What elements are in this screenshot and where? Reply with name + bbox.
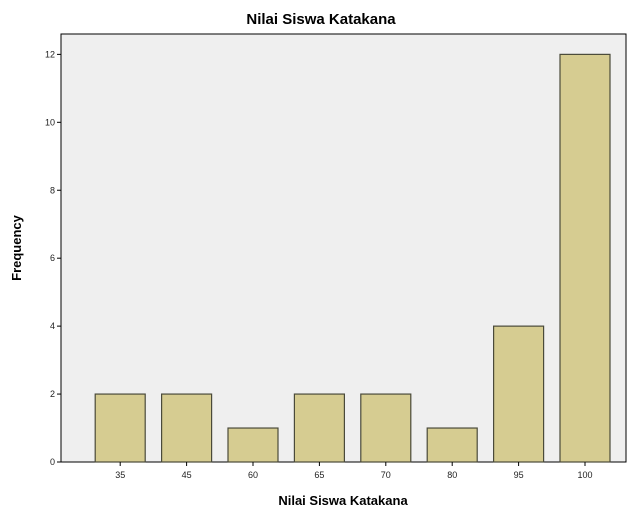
bar-80: [426, 427, 478, 463]
y-tick-label: 4: [50, 321, 55, 331]
x-tick-label: 35: [115, 470, 125, 480]
y-axis-title: Frequency: [9, 214, 24, 281]
bar-45: [161, 393, 213, 463]
x-tick-label: 100: [577, 470, 592, 480]
chart-title: Nilai Siswa Katakana: [246, 11, 396, 28]
bar-35: [94, 393, 146, 463]
bars-group: [94, 53, 611, 463]
x-axis: 35 45 60 65 70 80 95 100: [115, 462, 593, 480]
x-tick-label: 65: [314, 470, 324, 480]
x-tick-label: 80: [447, 470, 457, 480]
x-tick-label: 95: [514, 470, 524, 480]
bar-65: [293, 393, 345, 463]
y-tick-label: 2: [50, 389, 55, 399]
y-tick-label: 8: [50, 185, 55, 195]
bar-100: [559, 53, 611, 463]
bar-95: [493, 325, 545, 463]
y-tick-label: 6: [50, 253, 55, 263]
y-tick-label: 10: [45, 117, 55, 127]
x-tick-label: 60: [248, 470, 258, 480]
y-tick-label: 0: [50, 457, 55, 467]
y-axis: 0 2 4 6 8 10 12: [45, 49, 61, 467]
x-tick-label: 45: [182, 470, 192, 480]
y-tick-label: 12: [45, 49, 55, 59]
x-axis-title: Nilai Siswa Katakana: [278, 493, 408, 508]
x-tick-label: 70: [381, 470, 391, 480]
bar-70: [360, 393, 412, 463]
bar-60: [227, 427, 279, 463]
